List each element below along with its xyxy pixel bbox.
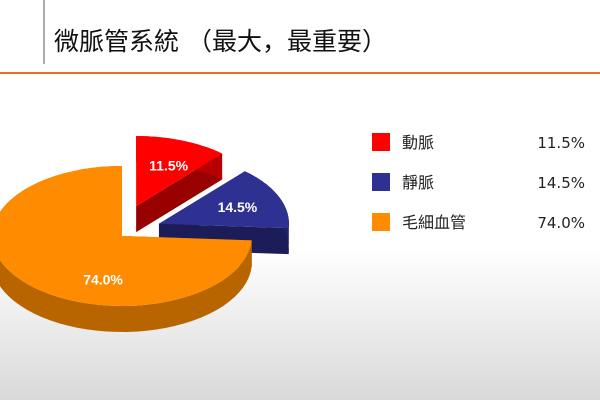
slice-top [136,136,223,207]
slice-top [158,171,289,229]
legend-label: 靜脈 [402,173,434,192]
slice-top [0,166,252,306]
slice-wall [136,153,223,233]
legend-label: 毛細血管 [402,213,466,232]
data-label: 11.5% [149,157,188,173]
chart-title: 微脈管系統 （最大，最重要） [54,27,387,56]
legend-value: 14.5% [537,174,585,192]
legend-label: 動脈 [402,133,434,152]
legend-swatch [372,213,390,231]
legend-value: 74.0% [537,214,585,232]
slice [136,136,223,233]
data-label: 74.0% [83,272,123,288]
slice [0,166,252,332]
legend-swatch [372,133,390,151]
legend-value: 11.5% [537,134,585,152]
legend-swatch [372,173,390,191]
data-label: 14.5% [218,199,258,215]
